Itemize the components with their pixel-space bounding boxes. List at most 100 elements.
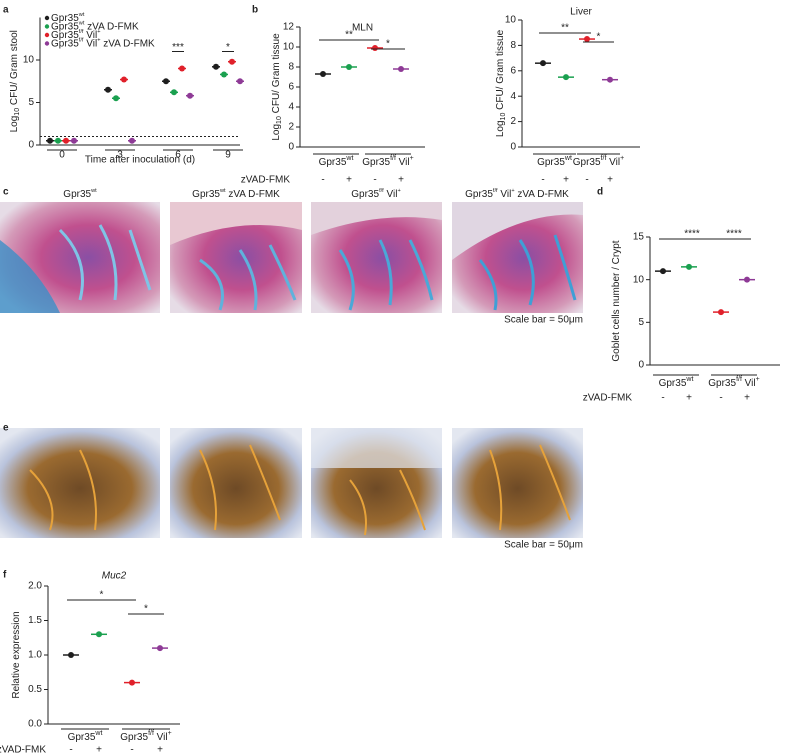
legend-label-part: Gpr35 — [51, 38, 79, 49]
legend-marker — [44, 32, 50, 38]
stain-region — [311, 202, 442, 235]
data-point — [113, 95, 119, 102]
image-title-part: + — [397, 188, 400, 194]
treatment-label: zVAD-FMK — [0, 745, 46, 754]
y-axis-label-part: Goblet cells number / Crypt — [611, 240, 622, 361]
y-tick-label: 0 — [288, 142, 294, 153]
image-title-part: Gpr35 — [63, 189, 91, 200]
data-point — [129, 679, 135, 686]
y-tick-label: 0 — [510, 142, 516, 153]
y-axis-label: Log10 CFU/ Gram tissue — [271, 33, 284, 141]
data-point — [121, 76, 127, 83]
panel-letter: e — [3, 423, 9, 434]
legend-label-part: Gpr35 — [51, 21, 79, 32]
legend-label-part: wt — [78, 21, 85, 27]
legend-label-part: Vil — [83, 30, 97, 41]
data-point — [171, 89, 177, 96]
y-tick-label: 8 — [510, 40, 516, 51]
data-point — [105, 86, 111, 93]
y-axis-label-part: 10 — [276, 116, 283, 124]
crypt-lines — [478, 234, 577, 311]
y-tick-label: 10 — [633, 274, 645, 285]
group-label-part: f/f — [390, 155, 396, 162]
data-point — [163, 78, 169, 85]
group-label: Gpr35f/f Vil+ — [708, 376, 759, 388]
legend-label: Gpr35f/f Vil+ — [51, 29, 100, 40]
group-label-part: f/f — [148, 730, 154, 737]
group-label-part: f/f — [601, 155, 607, 162]
panel-letter: a — [3, 5, 9, 16]
image-title-part: f/f — [493, 188, 498, 194]
x-tick-label: 9 — [225, 150, 231, 161]
y-tick-label: 5 — [28, 97, 34, 108]
treatment-sign: + — [563, 175, 569, 186]
legend-label-part: f/f — [79, 29, 84, 35]
group-label: Gpr35wt — [537, 155, 572, 167]
y-tick-label: 15 — [633, 232, 645, 243]
group-label: Gpr35wt — [68, 730, 103, 742]
data-point — [221, 71, 227, 78]
significance-label: ** — [561, 23, 569, 34]
treatment-sign: + — [398, 175, 404, 186]
data-point — [63, 137, 69, 144]
group-label: Gpr35wt — [319, 155, 354, 167]
data-point — [71, 137, 77, 144]
legend-label: Gpr35wt — [51, 12, 85, 23]
y-axis-label-part: 10 — [14, 108, 21, 116]
y-tick-label: 10 — [23, 55, 35, 66]
group-label-part: wt — [564, 155, 572, 162]
group-label-part: Gpr35 — [659, 378, 687, 389]
treatment-sign: - — [585, 175, 588, 186]
legend-marker — [44, 24, 50, 29]
image-title-part: zVA D-FMK — [226, 189, 281, 200]
treatment-sign: + — [686, 393, 692, 404]
histology-row-c — [0, 202, 583, 313]
image-title-part: zVA D-FMK — [515, 189, 570, 200]
y-tick-label: 2 — [288, 122, 294, 133]
image-title: Gpr35f/f Vil+ — [351, 188, 400, 199]
significance-label: * — [597, 32, 601, 43]
y-axis-label-part: Log — [9, 116, 20, 133]
histology-image — [170, 428, 302, 538]
histology-image — [0, 428, 160, 538]
y-axis-label: Relative expression — [11, 611, 22, 698]
data-point — [179, 65, 185, 72]
legend-label-part: f/f — [79, 38, 84, 44]
image-title: Gpr35f/f Vil+ zVA D-FMK — [465, 188, 569, 199]
image-title-part: Vil — [384, 189, 398, 200]
significance-label: * — [100, 590, 104, 601]
legend-label-part: wt — [78, 12, 85, 18]
data-point — [213, 63, 219, 70]
data-point — [320, 71, 326, 77]
data-point — [55, 137, 61, 144]
legend-label-part: zVA D-FMK — [84, 21, 139, 32]
x-tick-label: 0 — [59, 150, 65, 161]
data-point — [540, 60, 546, 67]
histology-row-e — [0, 428, 583, 538]
group-label-part: Vil — [396, 157, 410, 168]
y-tick-label: 12 — [283, 22, 295, 33]
image-title-part: Gpr35 — [351, 189, 379, 200]
treatment-sign: - — [541, 175, 544, 186]
group-label-part: Gpr35 — [319, 157, 347, 168]
group-label: Gpr35f/f Vil+ — [573, 155, 624, 167]
crypt-lines — [58, 224, 152, 301]
y-tick-label: 6 — [288, 82, 294, 93]
y-tick-label: 0.5 — [28, 684, 42, 695]
y-axis-label-part: Relative expression — [11, 611, 22, 698]
group-label-part: wt — [345, 155, 353, 162]
data-point — [563, 74, 569, 81]
chart-title: Muc2 — [102, 571, 127, 582]
image-title: Gpr35wt — [63, 188, 97, 199]
treatment-sign: - — [130, 745, 133, 754]
y-tick-label: 0 — [638, 360, 644, 371]
histology-image — [452, 428, 583, 538]
y-tick-label: 10 — [283, 42, 295, 53]
crypt-lines — [199, 244, 297, 311]
data-point — [584, 36, 590, 43]
legend-label-part: Vil — [83, 38, 97, 49]
data-point — [68, 652, 74, 658]
treatment-sign: + — [346, 175, 352, 186]
group-label-part: Gpr35 — [573, 157, 601, 168]
